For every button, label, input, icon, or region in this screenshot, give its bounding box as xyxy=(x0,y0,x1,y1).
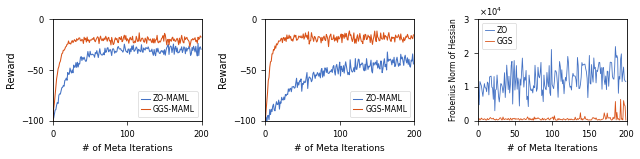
ZO-MAML xyxy=(197,48,205,50)
ZO xyxy=(514,77,522,79)
GGS-MAML xyxy=(289,40,297,42)
Line: GGS: GGS xyxy=(477,99,626,120)
ZO-MAML xyxy=(191,48,198,50)
ZO-MAML xyxy=(59,86,67,88)
Line: GGS-MAML: GGS-MAML xyxy=(266,31,413,121)
Legend: ZO-MAML, GGS-MAML: ZO-MAML, GGS-MAML xyxy=(350,91,410,117)
GGS-MAML xyxy=(49,122,57,124)
GGS-MAML xyxy=(55,66,63,68)
ZO xyxy=(616,78,624,80)
ZO xyxy=(610,78,618,80)
GGS-MAML xyxy=(403,36,410,38)
GGS-MAML xyxy=(301,36,308,38)
GGS-MAML xyxy=(262,120,269,122)
Line: ZO: ZO xyxy=(477,47,626,111)
ZO-MAML xyxy=(56,93,63,95)
ZO-MAML xyxy=(271,110,279,112)
X-axis label: # of Meta Iterations: # of Meta Iterations xyxy=(294,144,385,153)
Legend: ZO-MAML, GGS-MAML: ZO-MAML, GGS-MAML xyxy=(138,91,198,117)
Y-axis label: Reward: Reward xyxy=(6,52,15,88)
GGS xyxy=(615,119,623,121)
GGS xyxy=(513,118,521,120)
ZO-MAML xyxy=(49,117,57,118)
GGS xyxy=(610,118,618,120)
ZO-MAML xyxy=(290,86,298,87)
ZO xyxy=(474,85,481,87)
ZO xyxy=(622,81,630,83)
ZO-MAML xyxy=(50,117,58,119)
GGS-MAML xyxy=(270,49,278,51)
GGS-MAML xyxy=(268,60,275,62)
Line: GGS-MAML: GGS-MAML xyxy=(53,33,201,123)
Y-axis label: Reward: Reward xyxy=(218,52,228,88)
Legend: ZO, GGS: ZO, GGS xyxy=(481,23,516,49)
GGS-MAML xyxy=(346,30,353,32)
ZO xyxy=(491,110,499,112)
ZO xyxy=(612,46,620,48)
X-axis label: # of Meta Iterations: # of Meta Iterations xyxy=(82,144,173,153)
ZO-MAML xyxy=(404,57,412,59)
ZO-MAML xyxy=(185,45,193,47)
ZO xyxy=(502,83,510,85)
ZO-MAML xyxy=(301,81,309,83)
GGS-MAML xyxy=(410,34,417,36)
ZO-MAML xyxy=(262,120,269,122)
Y-axis label: Frobenius Norm of Hessian: Frobenius Norm of Hessian xyxy=(449,19,458,121)
GGS xyxy=(617,98,625,100)
ZO xyxy=(480,88,488,90)
GGS-MAML xyxy=(136,32,143,34)
ZO-MAML xyxy=(263,122,271,124)
ZO-MAML xyxy=(410,63,417,65)
GGS xyxy=(530,119,538,121)
GGS xyxy=(474,118,481,120)
ZO-MAML xyxy=(194,42,202,44)
GGS xyxy=(480,119,488,121)
X-axis label: # of Meta Iterations: # of Meta Iterations xyxy=(507,144,598,153)
GGS-MAML xyxy=(197,36,205,38)
ZO-MAML xyxy=(399,56,406,58)
GGS-MAML xyxy=(77,40,84,42)
GGS xyxy=(622,119,630,121)
Line: ZO-MAML: ZO-MAML xyxy=(53,43,201,118)
ZO-MAML xyxy=(89,54,97,56)
ZO xyxy=(483,91,490,93)
GGS-MAML xyxy=(58,53,66,55)
Line: ZO-MAML: ZO-MAML xyxy=(266,52,413,123)
ZO-MAML xyxy=(77,56,85,58)
ZO-MAML xyxy=(268,111,276,113)
Text: $\times10^4$: $\times10^4$ xyxy=(479,6,502,18)
GGS xyxy=(501,118,509,120)
GGS-MAML xyxy=(88,38,96,40)
ZO-MAML xyxy=(383,51,391,53)
GGS-MAML xyxy=(397,38,405,40)
GGS-MAML xyxy=(191,38,198,40)
GGS-MAML xyxy=(185,41,193,43)
GGS xyxy=(483,119,490,121)
